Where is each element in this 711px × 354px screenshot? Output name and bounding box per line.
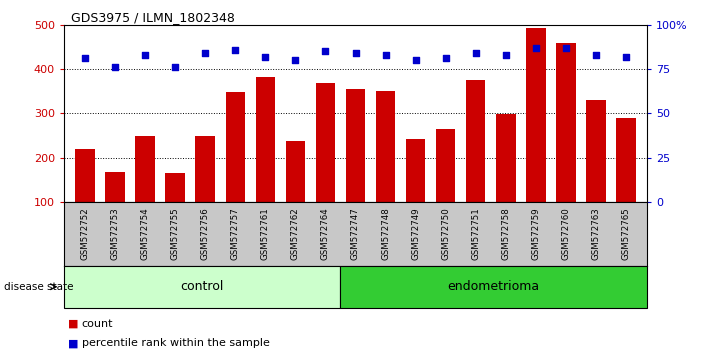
Text: GSM572760: GSM572760 xyxy=(562,207,570,259)
Point xyxy=(440,56,451,61)
Bar xyxy=(556,44,576,246)
Bar xyxy=(255,77,275,246)
Text: GSM572747: GSM572747 xyxy=(351,207,360,259)
Text: GSM572755: GSM572755 xyxy=(171,207,180,259)
Text: GSM572765: GSM572765 xyxy=(621,207,631,259)
Bar xyxy=(225,92,245,246)
Point xyxy=(350,50,361,56)
Point xyxy=(80,56,91,61)
Text: GSM572750: GSM572750 xyxy=(441,207,450,259)
Text: disease state: disease state xyxy=(4,282,73,292)
Bar xyxy=(105,172,125,246)
Bar xyxy=(406,139,425,246)
Text: ■: ■ xyxy=(68,319,78,329)
Point xyxy=(230,47,241,52)
Point xyxy=(500,52,511,58)
Point xyxy=(530,45,542,51)
Point xyxy=(560,45,572,51)
Point xyxy=(590,52,602,58)
Bar xyxy=(616,118,636,246)
Bar xyxy=(286,141,305,246)
Bar xyxy=(340,266,647,308)
Text: GSM572763: GSM572763 xyxy=(592,207,600,259)
Text: GSM572753: GSM572753 xyxy=(111,207,119,259)
Text: GSM572749: GSM572749 xyxy=(411,207,420,259)
Bar xyxy=(166,173,185,246)
Bar xyxy=(466,80,486,246)
Point xyxy=(320,48,331,54)
Bar xyxy=(586,100,606,246)
Text: GDS3975 / ILMN_1802348: GDS3975 / ILMN_1802348 xyxy=(71,11,235,24)
Text: GSM572762: GSM572762 xyxy=(291,207,300,259)
Point xyxy=(289,57,301,63)
Bar xyxy=(64,266,340,308)
Text: GSM572752: GSM572752 xyxy=(80,207,90,259)
Point xyxy=(109,64,121,70)
Text: GSM572756: GSM572756 xyxy=(201,207,210,259)
Bar xyxy=(436,129,456,246)
Bar xyxy=(346,88,365,246)
Point xyxy=(620,54,631,59)
Text: GSM572758: GSM572758 xyxy=(501,207,510,259)
Text: GSM572759: GSM572759 xyxy=(531,207,540,259)
Bar xyxy=(496,114,515,246)
Text: GSM572751: GSM572751 xyxy=(471,207,480,259)
Point xyxy=(139,52,151,58)
Text: ■: ■ xyxy=(68,338,78,348)
Point xyxy=(260,54,271,59)
Point xyxy=(169,64,181,70)
Text: GSM572757: GSM572757 xyxy=(231,207,240,259)
Bar xyxy=(135,136,155,246)
Text: GSM572748: GSM572748 xyxy=(381,207,390,259)
Point xyxy=(200,50,211,56)
Text: GSM572754: GSM572754 xyxy=(141,207,149,259)
Text: count: count xyxy=(82,319,113,329)
Point xyxy=(380,52,391,58)
Text: endometrioma: endometrioma xyxy=(447,280,540,293)
Bar xyxy=(316,83,335,246)
Bar xyxy=(526,28,545,246)
Bar xyxy=(196,136,215,246)
Text: GSM572761: GSM572761 xyxy=(261,207,270,259)
Text: control: control xyxy=(181,280,224,293)
Point xyxy=(470,50,481,56)
Bar xyxy=(376,91,395,246)
Text: percentile rank within the sample: percentile rank within the sample xyxy=(82,338,269,348)
Point xyxy=(410,57,422,63)
Bar xyxy=(75,149,95,246)
Text: GSM572764: GSM572764 xyxy=(321,207,330,259)
